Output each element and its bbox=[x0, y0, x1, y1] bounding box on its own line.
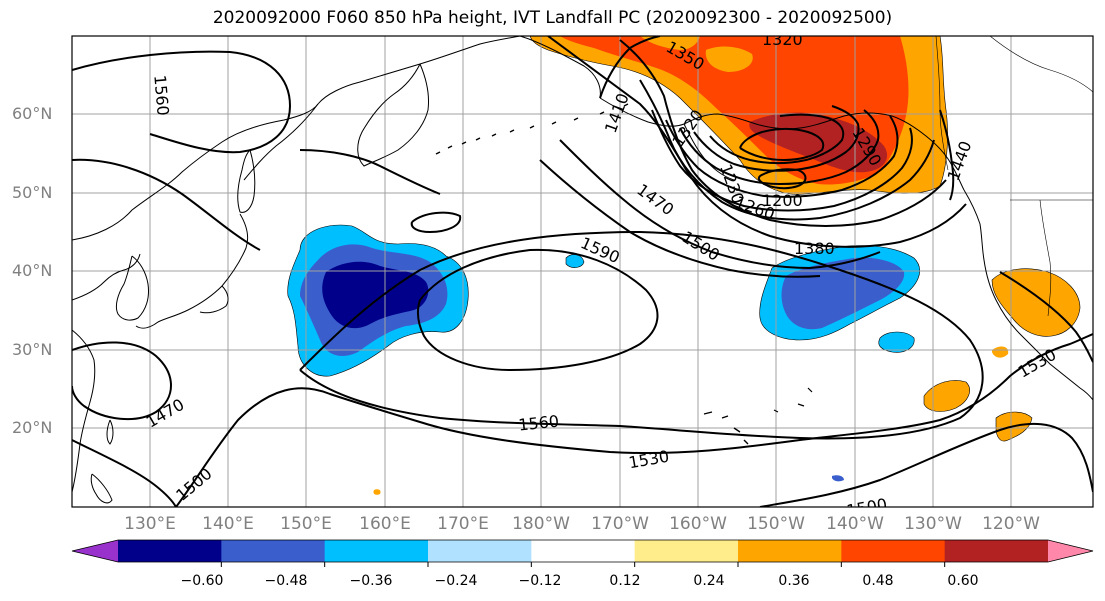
height-contours bbox=[72, 36, 1093, 507]
colorbar-segment bbox=[841, 540, 946, 562]
colorbar-segment bbox=[118, 540, 222, 562]
colorbar-segment bbox=[738, 540, 842, 562]
lat-lon-grid bbox=[72, 36, 1093, 507]
colorbar-extend-low bbox=[72, 540, 118, 562]
colorbar-segment bbox=[531, 540, 636, 562]
colorbar-tick-label: 0.24 bbox=[693, 573, 725, 589]
lat-label: 40°N bbox=[12, 261, 53, 280]
lon-label: 160°E bbox=[359, 514, 411, 534]
lon-label: 150°W bbox=[747, 514, 805, 534]
contour-label: 1560 bbox=[517, 411, 559, 434]
colorbar-segment bbox=[221, 540, 326, 562]
contour-label: 1560 bbox=[150, 74, 172, 116]
lon-label: 170°E bbox=[437, 514, 489, 534]
colorbar-tick-label: 0.60 bbox=[947, 573, 979, 589]
lat-label: 60°N bbox=[12, 104, 53, 123]
colorbar-tick-label: −0.48 bbox=[264, 573, 308, 589]
colorbar-tick-label: 0.12 bbox=[609, 573, 641, 589]
ivt-negative-east bbox=[565, 245, 920, 482]
lon-label: 120°W bbox=[982, 514, 1040, 534]
lon-label: 180°W bbox=[512, 514, 570, 534]
lon-label: 130°W bbox=[904, 514, 962, 534]
lat-label: 30°N bbox=[12, 340, 53, 359]
lat-label: 20°N bbox=[12, 418, 53, 437]
colorbar-tick-label: −0.60 bbox=[180, 573, 224, 589]
colorbar-tick-label: 0.48 bbox=[862, 573, 894, 589]
colorbar-segment bbox=[428, 540, 532, 562]
chart-title: 2020092000 F060 850 hPa height, IVT Land… bbox=[212, 8, 893, 28]
lon-label: 160°W bbox=[669, 514, 727, 534]
lon-label: 130°E bbox=[124, 514, 176, 534]
colorbar bbox=[71, 539, 1094, 567]
colorbar-segment bbox=[634, 540, 739, 562]
contour-label: 1380 bbox=[794, 239, 835, 258]
colorbar-tick-label: 0.36 bbox=[778, 573, 810, 589]
colorbar-tick-label: −0.36 bbox=[349, 573, 393, 589]
lon-label: 150°E bbox=[280, 514, 332, 534]
colorbar-tick-label: −0.12 bbox=[518, 573, 562, 589]
coastlines bbox=[72, 36, 1093, 504]
lon-label: 140°E bbox=[202, 514, 254, 534]
lon-label: 140°W bbox=[826, 514, 884, 534]
lat-label: 50°N bbox=[12, 183, 53, 202]
colorbar-extend-high bbox=[1048, 540, 1093, 562]
colorbar-segment bbox=[324, 540, 429, 562]
lon-label: 170°W bbox=[591, 514, 649, 534]
colorbar-tick-label: −0.24 bbox=[434, 573, 478, 589]
map-frame bbox=[71, 35, 1094, 508]
contour-label: 1200 bbox=[762, 191, 803, 210]
colorbar-segment bbox=[944, 540, 1049, 562]
contour-label: 1320 bbox=[762, 30, 803, 49]
ivt-positive-california bbox=[373, 268, 1081, 495]
